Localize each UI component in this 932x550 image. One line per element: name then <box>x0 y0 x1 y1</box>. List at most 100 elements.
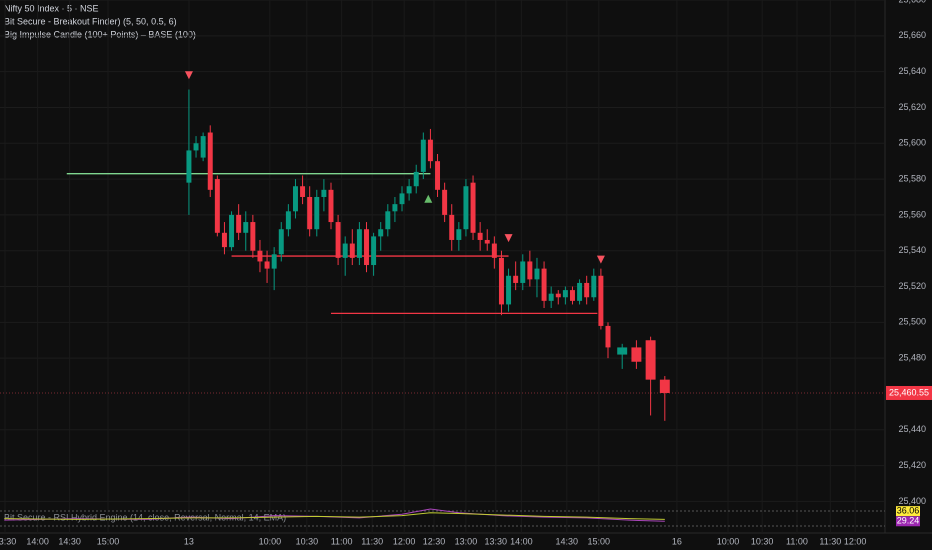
candle-body <box>349 243 355 258</box>
candle-body <box>498 257 504 305</box>
candle-body <box>335 222 341 258</box>
x-tick-label: 12:00 <box>393 536 416 546</box>
rsi-title: Bit Secure - RSI Hybrid Engine (14, clos… <box>4 512 286 522</box>
y-tick-label: 25,420 <box>898 460 926 470</box>
indicator-label: Bit Secure - Breakout Finder) (5, 50, 0.… <box>4 16 177 26</box>
y-tick-label: 25,680 <box>898 0 926 4</box>
last-price-label: 25,460.55 <box>889 387 929 397</box>
y-tick-label: 25,580 <box>898 173 926 183</box>
x-tick-label: 11:30 <box>361 536 383 546</box>
x-tick-label: 15:00 <box>587 536 610 546</box>
candle-body <box>435 161 441 190</box>
y-tick-label: 25,540 <box>898 245 926 255</box>
y-tick-label: 25,640 <box>898 66 926 76</box>
y-tick-label: 25,620 <box>898 102 926 112</box>
x-tick-label: 13:00 <box>455 536 478 546</box>
signal-marker <box>596 255 605 264</box>
candle-body <box>399 193 405 205</box>
rsi-value-label: 36.06 <box>897 506 920 516</box>
x-tick-label: 12:00 <box>844 536 867 546</box>
candle-body <box>598 275 604 326</box>
candle-body <box>264 261 270 269</box>
x-tick-label: 13:30 <box>485 536 508 546</box>
candle-body <box>506 275 512 305</box>
candle-body <box>278 229 284 255</box>
candle-body <box>221 232 227 248</box>
candle-body <box>470 182 476 233</box>
y-tick-label: 25,400 <box>898 496 926 506</box>
y-tick-label: 25,500 <box>898 317 926 327</box>
candle-body <box>605 325 611 348</box>
candle-body <box>207 132 213 190</box>
candle-body <box>300 186 306 197</box>
rsi-value-tag <box>896 506 920 517</box>
candle-body <box>321 189 327 197</box>
x-tick-label: 12:30 <box>423 536 446 546</box>
y-tick-label: 25,660 <box>898 30 926 40</box>
candle-body <box>534 268 540 280</box>
legend: Nifty 50 Index · 5 · NSE Bit Secure - Br… <box>4 3 196 39</box>
candle-body <box>271 254 277 269</box>
y-tick-label: 25,600 <box>898 138 926 148</box>
rsi-value-tag <box>896 516 920 527</box>
candle-body <box>631 347 642 362</box>
candle-body <box>385 211 391 230</box>
candle-body <box>584 282 590 298</box>
candle-body <box>371 236 377 266</box>
candle-body <box>456 229 462 240</box>
candle-body <box>364 229 369 266</box>
candle-body <box>243 222 249 233</box>
candle-body <box>645 340 656 380</box>
candle-body <box>342 243 348 258</box>
signal-marker <box>504 234 513 243</box>
candle-body <box>541 268 547 301</box>
x-tick-label: 15:00 <box>97 536 120 546</box>
candle-body <box>463 186 469 230</box>
x-tick-label: 10:30 <box>751 536 774 546</box>
candle-body <box>236 214 242 233</box>
candle-body <box>314 196 320 230</box>
x-tick-label: 13 <box>184 536 194 546</box>
candle-body <box>193 143 199 151</box>
candle-body <box>569 290 575 301</box>
candle-body <box>659 379 670 393</box>
y-tick-label: 25,560 <box>898 209 926 219</box>
candle-body <box>378 229 384 237</box>
candle-body <box>214 179 220 233</box>
candle-body <box>406 186 412 194</box>
signal-marker <box>184 71 193 80</box>
candle-body <box>577 282 583 301</box>
x-tick-label: 16 <box>672 536 682 546</box>
candle-body <box>562 290 568 298</box>
candle-body <box>186 150 192 183</box>
candle-body <box>520 261 526 283</box>
candle-body <box>413 171 419 187</box>
candle-body <box>513 275 519 283</box>
x-tick-label: 14:30 <box>556 536 579 546</box>
candle-body <box>491 243 497 258</box>
candle-body <box>392 204 398 212</box>
y-tick-label: 25,440 <box>898 424 926 434</box>
candle-body <box>307 196 313 230</box>
x-tick-label: 14:30 <box>58 536 81 546</box>
candle-body <box>427 139 433 162</box>
y-tick-label: 25,480 <box>898 353 926 363</box>
x-tick-label: 11:30 <box>819 536 841 546</box>
candle-body <box>555 293 561 298</box>
x-tick-label: 10:00 <box>259 536 282 546</box>
x-tick-label: 13:30 <box>0 536 16 546</box>
candle-body <box>591 275 597 298</box>
rsi-line <box>4 512 665 520</box>
candle-body <box>285 211 291 230</box>
candle-body <box>200 136 206 158</box>
x-tick-label: 14:00 <box>510 536 533 546</box>
candle-body <box>229 214 235 248</box>
candle-body <box>250 222 256 251</box>
y-tick-label: 25,520 <box>898 281 926 291</box>
indicator-label: Big Impulse Candle (100+ Points) – BASE … <box>4 29 196 39</box>
candle-body <box>356 229 362 258</box>
candle-body <box>328 189 334 223</box>
candle-body <box>484 239 490 244</box>
candle-body <box>420 139 426 172</box>
